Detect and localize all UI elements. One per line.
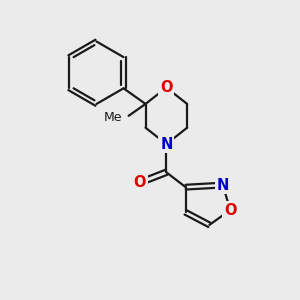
Text: O: O: [133, 175, 146, 190]
Text: O: O: [224, 202, 236, 217]
Text: O: O: [160, 80, 172, 95]
Text: Me: Me: [104, 111, 123, 124]
Text: N: N: [160, 136, 172, 152]
Text: N: N: [217, 178, 229, 193]
